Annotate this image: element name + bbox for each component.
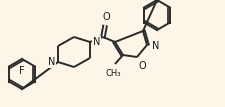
Text: CH₃: CH₃	[105, 69, 120, 78]
Text: F: F	[19, 66, 25, 76]
Text: N: N	[93, 37, 100, 47]
Text: O: O	[138, 61, 146, 71]
Text: O: O	[102, 12, 109, 22]
Text: N: N	[151, 41, 159, 51]
Text: N: N	[47, 57, 55, 67]
